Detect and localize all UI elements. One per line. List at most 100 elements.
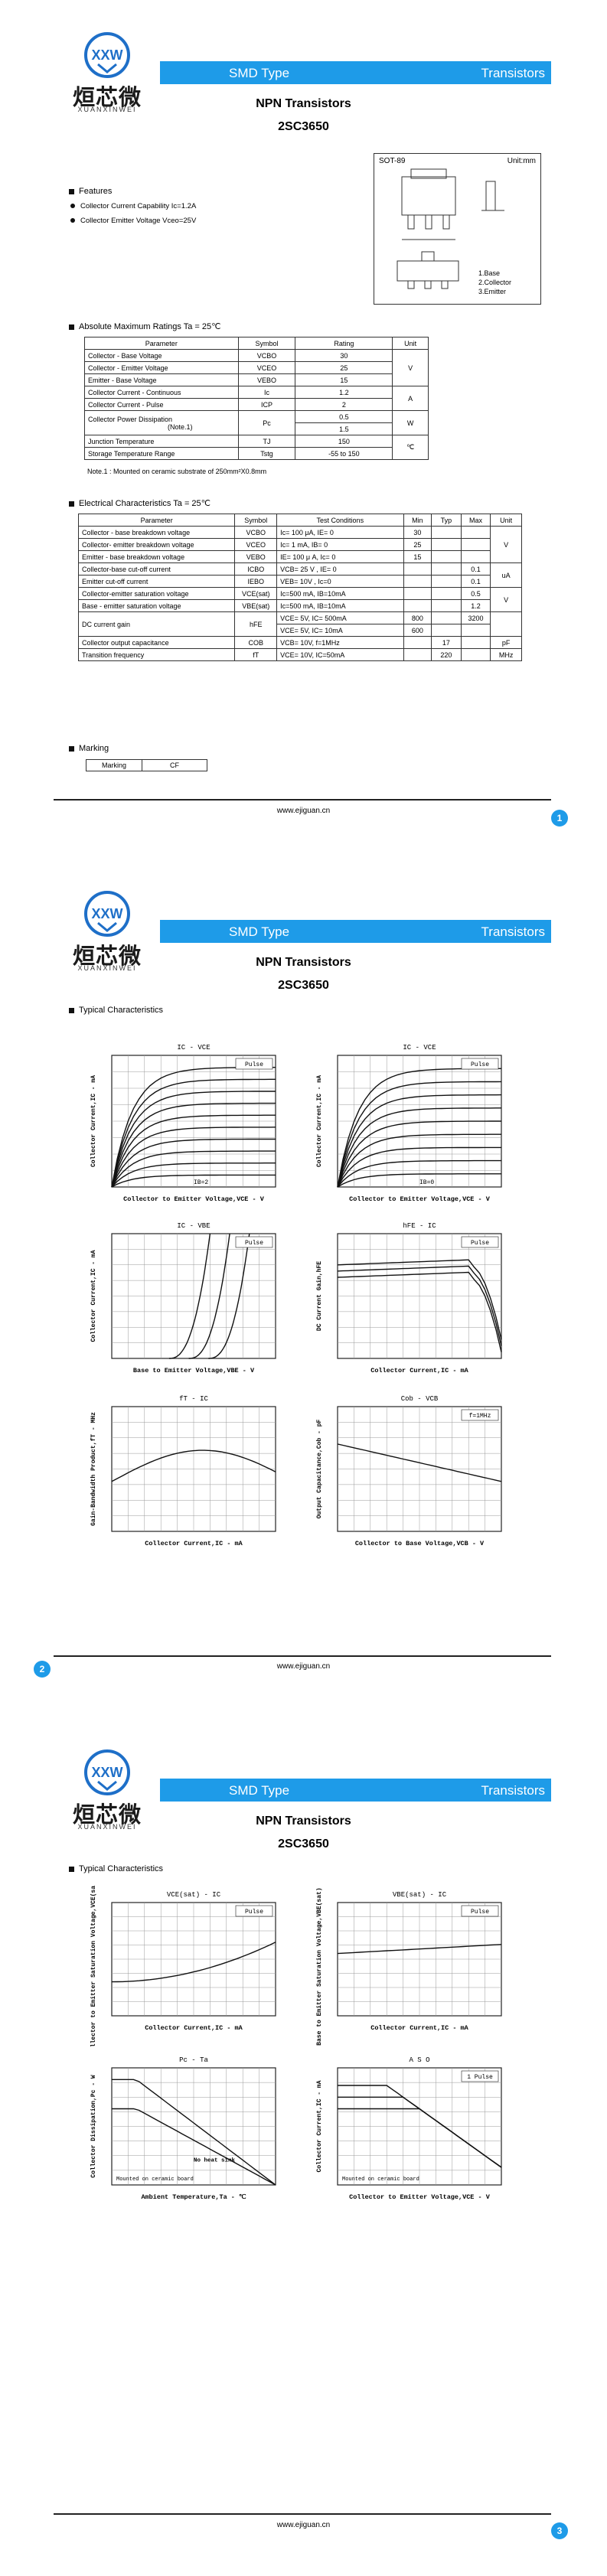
table-row: Collector Current - Pulse ICP 2 — [84, 398, 429, 411]
x-axis-label: Collector Current,IC - mA — [145, 1540, 243, 1547]
cell — [431, 550, 462, 563]
marking-label: Marking — [86, 759, 142, 771]
curve-line — [112, 2079, 276, 2186]
x-axis-label: Collector to Base Voltage,VCB - V — [355, 1540, 485, 1547]
cell: VCE= 10V, IC=50mA — [276, 648, 404, 661]
chart-title: Cob - VCB — [401, 1395, 439, 1403]
chart-ic-vce: IC - VCE Pulse IB=2 Collector to Emitter Vo… — [90, 1044, 276, 1203]
company-logo: XXW 烜芯微 XUANXINWEI — [69, 1748, 145, 1832]
tag-box — [235, 1058, 273, 1070]
logo-english: XUANXINWEI — [77, 106, 137, 113]
cell: 15 — [403, 550, 432, 563]
cell — [460, 550, 491, 563]
cell: Ic=500 mA, IB=10mA — [276, 587, 404, 600]
tag-box — [461, 1058, 499, 1070]
cell: Collector-base cut-off current — [77, 562, 236, 576]
table-row: Collector-emitter saturation voltage VCE(… — [77, 587, 522, 612]
cell — [460, 538, 491, 551]
chart-aso: A S O 1 Pulse Mounted on ceramic board Coll… — [316, 2056, 502, 2201]
cell: pF — [490, 636, 522, 649]
cell: VEB= 10V , Ic=0 — [276, 575, 404, 588]
footer-url: www.ejiguan.cn — [276, 2521, 331, 2529]
chart-title: VBE(sat) - IC — [393, 1891, 447, 1899]
typical-heading: Typical Characteristics — [69, 1006, 163, 1015]
footer-url: www.ejiguan.cn — [276, 807, 331, 815]
chart-note: IB=2 — [194, 1179, 208, 1186]
chart-title: A S O — [409, 2056, 429, 2064]
cell: ℃ — [392, 435, 429, 460]
curve-line — [338, 2108, 502, 2168]
pin-2: 2.Collector — [478, 279, 512, 286]
col-header: Typ — [431, 514, 462, 527]
doc-part-number: 2SC3650 — [278, 120, 329, 133]
y-axis-label: Output Capacitance,Cob - pF — [316, 1419, 323, 1518]
page-number: 2 — [34, 1661, 51, 1678]
chart-ic-vbe: IC - VBE Pulse Base to Emitter Voltage,VBE… — [90, 1222, 276, 1374]
chart-title: IC - VBE — [177, 1222, 210, 1230]
cell: 15 — [295, 373, 393, 386]
cell: Collector - base breakdown voltage — [77, 526, 236, 539]
cell: TJ — [237, 435, 296, 448]
svg-text:XXW: XXW — [91, 1765, 122, 1780]
chart-tag: Pulse — [471, 1909, 489, 1916]
col-header: Parameter — [77, 514, 236, 527]
y-axis-label: Collector Current,IC - mA — [316, 2080, 323, 2172]
cell: Emitter - Base Voltage — [84, 373, 239, 386]
bullet-square-icon — [69, 745, 74, 752]
doc-title: NPN Transistors — [256, 97, 351, 110]
cell: IE= 100 μ A, Ic= 0 — [276, 550, 404, 563]
elec-heading: Electrical Characteristics Ta = 25℃ — [69, 498, 210, 508]
chart-hfe-ic: hFE - IC Pulse Collector Current,IC - mA DC… — [316, 1222, 502, 1374]
chart-tag: Mounted on ceramic board — [342, 2177, 419, 2183]
cell: 1.2 — [460, 599, 491, 612]
cell: 220 — [431, 648, 462, 661]
table-row: Collector - Emitter Voltage VCEO 25 — [84, 361, 429, 374]
tag-box — [461, 2070, 499, 2082]
cell: Collector Power Dissipation (Note.1) — [84, 410, 239, 435]
logo-english: XUANXINWEI — [77, 964, 137, 972]
cell: ICP — [237, 398, 296, 411]
table-row: Junction Temperature TJ 150 ℃ — [84, 435, 429, 460]
curve-line — [337, 1944, 502, 1955]
bullet-square-icon — [69, 501, 74, 507]
cell: V — [490, 587, 522, 612]
cell — [431, 575, 462, 588]
table-row: Collector - base breakdown voltage VCBO Ic… — [77, 526, 522, 563]
curve-line — [168, 1233, 211, 1359]
cell: Collector - Base Voltage — [84, 349, 239, 362]
logo-chinese: 烜芯微 — [72, 84, 142, 110]
cell — [431, 624, 462, 637]
cell — [460, 636, 491, 649]
cell — [431, 562, 462, 576]
banner-category: Transistors — [481, 924, 545, 939]
cell: 17 — [431, 636, 462, 649]
doc-title: NPN Transistors — [256, 956, 351, 969]
abs-max-heading: Absolute Maximum Ratings Ta = 25℃ — [69, 321, 221, 331]
chart-ic-vce-2: IC - VCE Pulse IB=0 Collector to Emitter Vo… — [316, 1044, 502, 1203]
svg-text:XXW: XXW — [91, 906, 122, 921]
x-axis-label: Collector to Emitter Voltage,VCE - V — [349, 1195, 491, 1203]
xxw-logo-icon: XXW — [84, 32, 130, 78]
curve-line — [208, 1233, 250, 1359]
curve-line — [111, 1114, 276, 1188]
table-row: Collector - Base Voltage VCBO 30 V — [84, 349, 429, 386]
chart-tag: Mounted on ceramic board — [116, 2177, 194, 2183]
chart-ft-ic: fT - IC Collector Current,IC - mA Gain-Ban… — [90, 1395, 276, 1547]
y-axis-label: Collector Current,IC - mA — [90, 1250, 97, 1342]
x-axis-label: Collector to Emitter Voltage,VCE - V — [349, 2193, 491, 2201]
features-heading: Features — [69, 187, 112, 196]
curve-line — [337, 1173, 501, 1188]
table-row: Emitter cut-off current IEBO VEB= 10V , Ic… — [77, 575, 522, 588]
cell: 30 — [295, 349, 393, 362]
col-header: Rating — [295, 337, 393, 350]
curve-line — [337, 1443, 502, 1482]
tag-box — [461, 1409, 499, 1421]
cell: Collector Current - Pulse — [84, 398, 239, 411]
curve-line — [111, 1150, 276, 1188]
cell: Tstg — [237, 447, 296, 460]
pin-3: 3.Emitter — [478, 288, 507, 295]
chart-tag: 1 Pulse — [467, 2074, 493, 2081]
cell: IEBO — [234, 575, 278, 588]
curve-line — [111, 1091, 276, 1188]
tag-box — [461, 1236, 499, 1248]
